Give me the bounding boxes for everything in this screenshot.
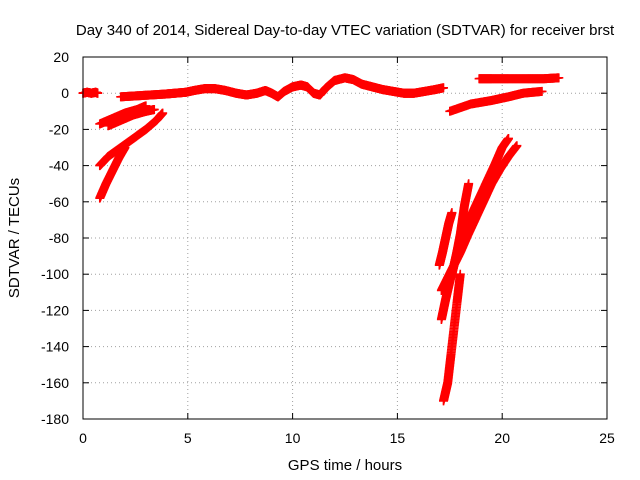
y-tick-label: -140 <box>41 339 69 355</box>
data-point <box>554 73 564 83</box>
series-1 <box>116 73 449 102</box>
y-tick-label: -100 <box>41 266 69 282</box>
series-10 <box>434 208 457 270</box>
x-axis-label: GPS time / hours <box>288 457 402 474</box>
series-5 <box>95 143 130 203</box>
x-tick-label: 0 <box>79 430 87 446</box>
y-tick-label: 0 <box>61 85 69 101</box>
y-tick-label: -180 <box>41 411 69 427</box>
data-point <box>503 133 513 143</box>
y-tick-label: -80 <box>49 230 69 246</box>
y-axis-label: SDTVAR / TECUs <box>6 178 23 298</box>
y-tick-label: -40 <box>49 158 69 174</box>
x-tick-label: 25 <box>599 430 615 446</box>
data-point <box>149 104 159 114</box>
data-point <box>537 86 547 96</box>
x-tick-label: 5 <box>184 430 192 446</box>
y-tick-label: -120 <box>41 302 69 318</box>
x-tick-label: 20 <box>494 430 510 446</box>
y-tick-label: -20 <box>49 121 69 137</box>
plot-border <box>82 56 608 420</box>
axis-ticks: 0 5 10 15 20 25 -180 -160 -140 -120 -100 -80 -60 -40 -… <box>41 49 615 446</box>
x-tick-label: 15 <box>390 430 406 446</box>
series-0 <box>78 87 103 98</box>
series-3 <box>103 104 159 131</box>
data-point <box>120 143 130 152</box>
data-point <box>512 141 522 151</box>
data-point <box>439 83 449 93</box>
series-11 <box>447 179 474 279</box>
series-6 <box>474 73 564 84</box>
y-tick-label: -60 <box>49 194 69 210</box>
series-7 <box>445 86 547 116</box>
x-tick-label: 10 <box>285 430 301 446</box>
data-point <box>447 208 457 218</box>
data-points <box>78 73 564 406</box>
chart-title: Day 340 of 2014, Sidereal Day-to-day VTE… <box>76 22 615 39</box>
y-tick-label: 20 <box>53 49 69 65</box>
data-point <box>158 108 168 118</box>
data-point <box>464 179 474 189</box>
y-tick-label: -160 <box>41 375 69 391</box>
series-12 <box>439 269 465 406</box>
data-point <box>455 269 465 279</box>
data-point <box>93 88 103 98</box>
